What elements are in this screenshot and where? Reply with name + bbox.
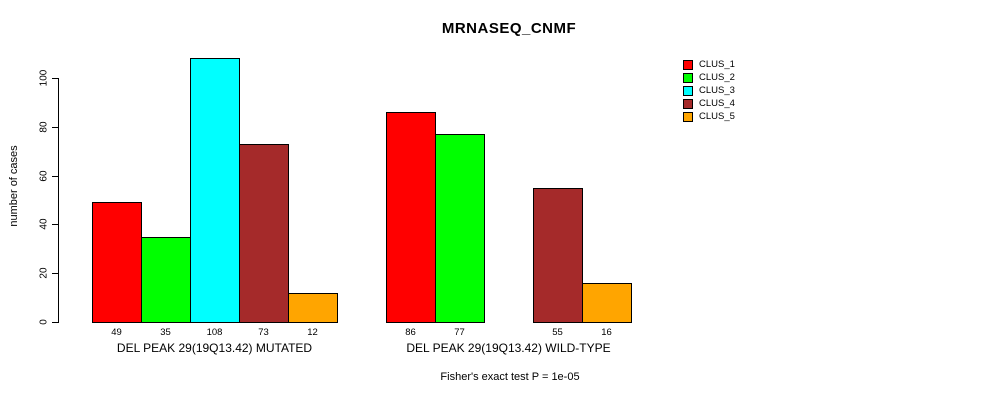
bar-value-label: 73 [258,327,269,338]
y-axis-line [58,78,59,323]
x-category-label: DEL PEAK 29(19Q13.42) MUTATED [116,341,313,355]
y-tick-mark [52,224,58,226]
legend-swatch-icon [683,60,693,71]
bar-value-label: 108 [206,327,223,338]
y-tick-mark [52,175,58,177]
legend: CLUS_1 CLUS_2 CLUS_3 CLUS_4 CLUS_5 [683,59,735,123]
bar-value-label: 55 [552,327,563,338]
bar-clus_2-2 [435,134,485,323]
bar-value-label: 12 [307,327,318,338]
statistical-test-annotation: Fisher's exact test P = 1e-05 [440,371,580,383]
legend-item-clus_3: CLUS_3 [683,85,735,98]
chart-title: MRNASEQ_CNMF [441,20,577,37]
bar-value-label: 49 [111,327,122,338]
y-tick-mark [52,322,58,323]
x-category-label: DEL PEAK 29(19Q13.42) WILD-TYPE [406,341,611,355]
bar-clus_3-1 [190,58,240,323]
bar-value-label: 16 [601,327,612,338]
legend-swatch-icon [683,111,693,122]
bar-clus_5-2 [582,283,632,323]
bar-clus_4-2 [533,188,583,323]
legend-item-clus_5: CLUS_5 [683,110,735,123]
y-tick-label: 80 [38,121,50,133]
bar-clus_1-2 [386,112,436,323]
legend-label: CLUS_5 [699,110,735,122]
y-tick-label: 20 [38,267,50,279]
y-tick-label: 40 [38,218,50,230]
bar-value-label: 35 [160,327,171,338]
bar-value-label: 86 [405,327,416,338]
bar-value-label: 77 [454,327,465,338]
legend-swatch-icon [683,85,693,96]
y-tick-mark [52,273,58,275]
legend-item-clus_1: CLUS_1 [683,59,735,72]
legend-item-clus_2: CLUS_2 [683,72,735,85]
legend-swatch-icon [683,98,693,109]
bar-clus_5-1 [288,293,338,323]
y-tick-mark [52,126,58,128]
legend-swatch-icon [683,73,693,84]
y-tick-label: 0 [38,319,50,325]
bar-clus_2-1 [141,237,191,323]
legend-label: CLUS_2 [699,72,735,84]
bar-clus_4-1 [239,144,289,323]
legend-label: CLUS_4 [699,97,735,109]
legend-item-clus_4: CLUS_4 [683,97,735,110]
y-axis-title: number of cases [8,145,20,227]
bar-clus_1-1 [92,202,142,323]
legend-label: CLUS_1 [699,59,735,71]
legend-label: CLUS_3 [699,84,735,96]
y-tick-label: 100 [38,69,50,87]
y-tick-mark [52,78,58,79]
y-tick-label: 60 [38,170,50,182]
